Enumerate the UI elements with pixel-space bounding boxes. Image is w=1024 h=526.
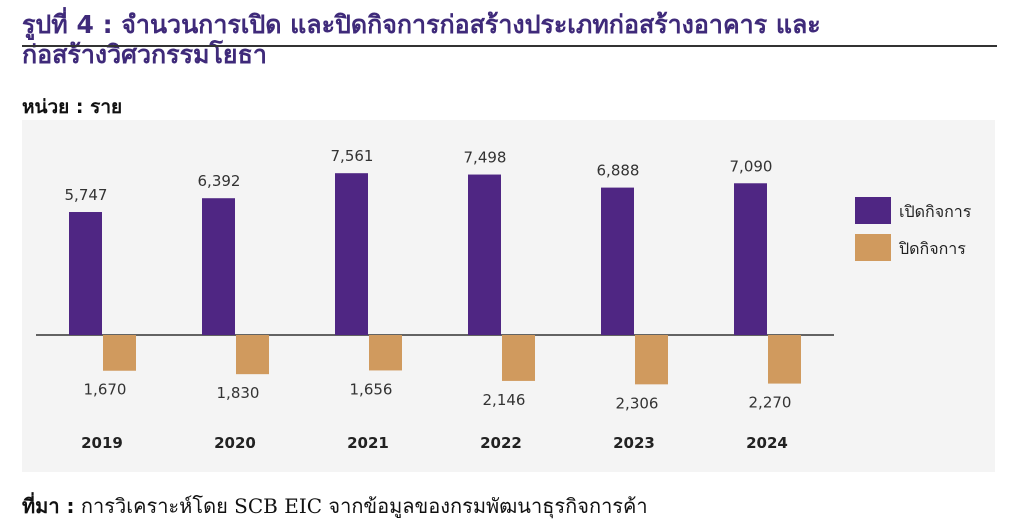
data-label-open-2019: 5,747: [65, 186, 108, 204]
x-tick-label-2021: 2021: [347, 434, 389, 452]
bar-close-2019: [103, 335, 136, 371]
bar-close-2020: [236, 335, 269, 375]
bar-open-2020: [202, 198, 235, 335]
bar-open-2023: [601, 187, 634, 335]
bar-open-2024: [734, 183, 767, 335]
bar-open-2021: [335, 173, 368, 335]
source-note: ที่มา : การวิเคราะห์โดย SCB EIC จากข้อมู…: [22, 490, 648, 522]
data-label-close-2023: 2,306: [616, 394, 659, 412]
x-tick-label-2020: 2020: [214, 434, 256, 452]
data-label-close-2020: 1,830: [217, 384, 260, 402]
bar-close-2024: [768, 335, 801, 384]
legend-swatch-open: [855, 197, 891, 224]
bar-chart: 5,747 1,670 2019 6,392 1,830 2020 7,561 1,656 20…: [36, 147, 972, 452]
data-label-close-2021: 1,656: [350, 380, 393, 398]
chart-title: รูปที่ 4 : จำนวนการเปิด และปิดกิจการก่อส…: [22, 10, 1002, 70]
legend-label-close: ปิดกิจการ: [899, 239, 967, 258]
data-label-open-2021: 7,561: [331, 147, 374, 165]
data-label-close-2019: 1,670: [84, 381, 127, 399]
x-tick-label-2019: 2019: [81, 434, 123, 452]
chart-area: 5,747 1,670 2019 6,392 1,830 2020 7,561 1,656 20…: [22, 120, 995, 472]
chart-title-line2: ก่อสร้างวิศวกรรมโยธา: [22, 40, 267, 69]
legend-label-open: เปิดกิจการ: [899, 202, 972, 221]
bar-close-2022: [502, 335, 535, 381]
data-label-open-2024: 7,090: [730, 157, 773, 175]
bar-open-2022: [468, 174, 501, 335]
bar-open-2019: [69, 212, 102, 335]
source-label: ที่มา :: [22, 494, 75, 518]
data-label-open-2023: 6,888: [597, 162, 640, 180]
data-label-close-2024: 2,270: [749, 394, 792, 412]
unit-label: หน่วย : ราย: [22, 96, 123, 118]
legend-swatch-close: [855, 234, 891, 261]
bar-close-2021: [369, 335, 402, 371]
x-tick-label-2022: 2022: [480, 434, 522, 452]
source-text: การวิเคราะห์โดย SCB EIC จากข้อมูลของกรมพ…: [80, 494, 648, 518]
data-label-open-2022: 7,498: [464, 149, 507, 167]
chart-title-line1: รูปที่ 4 : จำนวนการเปิด และปิดกิจการก่อส…: [22, 10, 821, 39]
data-label-open-2020: 6,392: [198, 172, 241, 190]
title-underline: [22, 45, 997, 47]
x-tick-label-2023: 2023: [613, 434, 655, 452]
bar-close-2023: [635, 335, 668, 385]
data-label-close-2022: 2,146: [483, 391, 526, 409]
x-tick-label-2024: 2024: [746, 434, 788, 452]
